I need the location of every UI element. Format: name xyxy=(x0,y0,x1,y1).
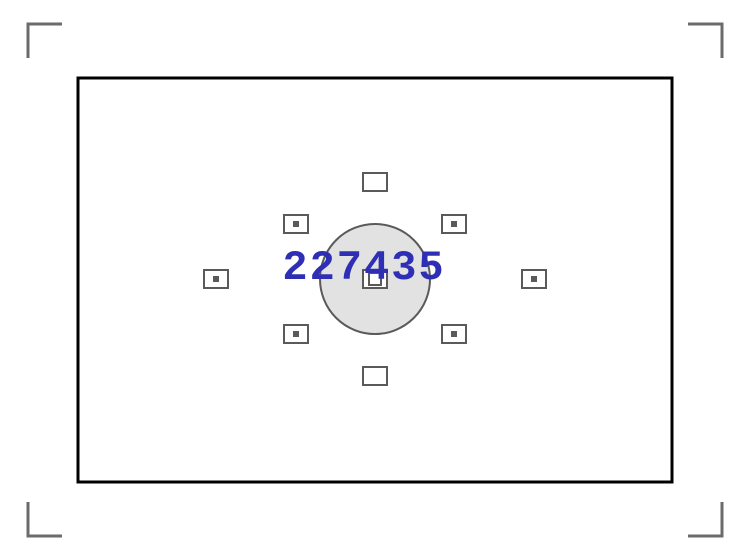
af-point-upper-left xyxy=(284,215,308,233)
af-point-lower-left xyxy=(284,325,308,343)
af-point-right xyxy=(522,270,546,288)
af-point-upper-right xyxy=(442,215,466,233)
watermark-text: 227435 xyxy=(282,244,445,292)
af-point-top xyxy=(363,173,387,191)
af-point-bottom xyxy=(363,367,387,385)
af-point-lower-right xyxy=(442,325,466,343)
af-point-left xyxy=(204,270,228,288)
viewfinder-diagram: 227435 xyxy=(0,0,750,559)
